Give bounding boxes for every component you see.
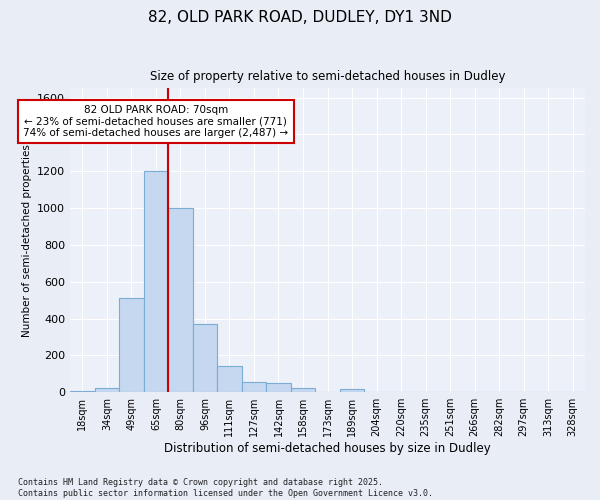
Bar: [168, 208, 193, 392]
Bar: [119, 298, 143, 392]
Bar: [193, 324, 217, 392]
Bar: [266, 383, 291, 392]
Text: 82, OLD PARK ROAD, DUDLEY, DY1 3ND: 82, OLD PARK ROAD, DUDLEY, DY1 3ND: [148, 10, 452, 25]
Bar: [291, 388, 315, 392]
Title: Size of property relative to semi-detached houses in Dudley: Size of property relative to semi-detach…: [150, 70, 505, 83]
X-axis label: Distribution of semi-detached houses by size in Dudley: Distribution of semi-detached houses by …: [164, 442, 491, 455]
Bar: [242, 382, 266, 392]
Bar: [217, 366, 242, 392]
Y-axis label: Number of semi-detached properties: Number of semi-detached properties: [22, 144, 32, 336]
Bar: [143, 171, 168, 392]
Bar: [95, 388, 119, 392]
Text: Contains HM Land Registry data © Crown copyright and database right 2025.
Contai: Contains HM Land Registry data © Crown c…: [18, 478, 433, 498]
Text: 82 OLD PARK ROAD: 70sqm
← 23% of semi-detached houses are smaller (771)
74% of s: 82 OLD PARK ROAD: 70sqm ← 23% of semi-de…: [23, 105, 289, 138]
Bar: [340, 388, 364, 392]
